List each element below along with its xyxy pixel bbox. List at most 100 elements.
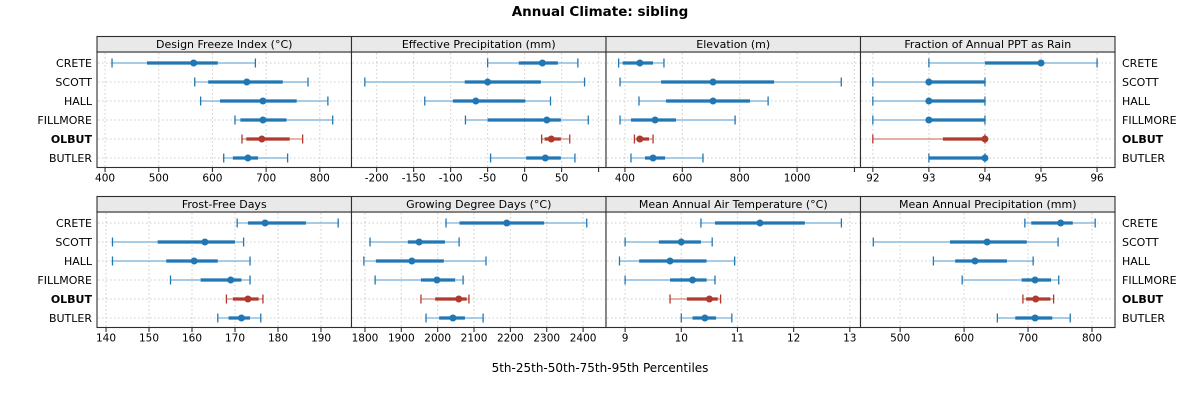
median-dot bbox=[455, 295, 463, 303]
panel-frost-free-days: 140 150 160 170 180 190 Frost-Free Days bbox=[96, 195, 353, 345]
axis-tick-label: 12 bbox=[787, 333, 800, 345]
median-dot bbox=[259, 97, 267, 105]
median-dot bbox=[636, 59, 644, 67]
panel-area bbox=[351, 212, 606, 328]
axis-tick-label: 2000 bbox=[424, 333, 451, 345]
axis-tick-label: 11 bbox=[731, 333, 744, 345]
panel-area bbox=[860, 52, 1115, 168]
category-label-left: FILLMORE bbox=[37, 114, 92, 127]
panel-title: Fraction of Annual PPT as Rain bbox=[904, 38, 1071, 51]
axis-tick-label: 700 bbox=[1018, 333, 1038, 345]
median-dot bbox=[503, 219, 511, 227]
median-dot bbox=[666, 257, 674, 265]
axis-tick-label: 2300 bbox=[533, 333, 560, 345]
axis-tick-label: 190 bbox=[311, 333, 331, 345]
axis-tick-label: 500 bbox=[149, 173, 169, 185]
axis-tick-label: 1900 bbox=[388, 333, 415, 345]
median-dot bbox=[538, 59, 546, 67]
category-label-left: SCOTT bbox=[55, 76, 92, 89]
axis-tick-label: 2400 bbox=[570, 333, 597, 345]
median-dot bbox=[258, 135, 266, 143]
category-label-left: HALL bbox=[64, 95, 93, 108]
median-dot bbox=[244, 154, 252, 162]
median-dot bbox=[981, 135, 989, 143]
median-dot bbox=[636, 135, 644, 143]
median-dot bbox=[925, 97, 933, 105]
category-label-right: BUTLER bbox=[1122, 152, 1165, 165]
axis-tick-label: 9 bbox=[622, 333, 629, 345]
axis-tick-label: 93 bbox=[922, 173, 935, 185]
axis-tick-label: 1800 bbox=[352, 333, 379, 345]
median-dot bbox=[472, 97, 480, 105]
panel-title: Effective Precipitation (mm) bbox=[402, 38, 556, 51]
axis-tick-label: 96 bbox=[1090, 173, 1104, 185]
category-label-right: FILLMORE bbox=[1122, 274, 1177, 287]
category-label-right: FILLMORE bbox=[1122, 114, 1177, 127]
axis-tick-label: 2100 bbox=[461, 333, 488, 345]
axis-tick-label: 160 bbox=[182, 333, 202, 345]
median-dot bbox=[756, 219, 764, 227]
panel-growing-degree-days-c: 1800 1900 2000 2100 2200 2300 2400 Growing Degr… bbox=[350, 195, 607, 345]
panel-title: Design Freeze Index (°C) bbox=[156, 38, 292, 51]
median-dot bbox=[449, 314, 457, 322]
category-label-right: CRETE bbox=[1122, 217, 1158, 230]
axis-caption: 5th-25th-50th-75th-95th Percentiles bbox=[491, 361, 709, 375]
axis-tick-label: -50 bbox=[479, 173, 496, 185]
axis-tick-label: 500 bbox=[890, 333, 910, 345]
axis-tick-label: 140 bbox=[96, 333, 116, 345]
panel-title: Frost-Free Days bbox=[182, 198, 267, 211]
axis-tick-label: 150 bbox=[139, 333, 159, 345]
axis-tick-label: 10 bbox=[675, 333, 688, 345]
median-dot bbox=[689, 276, 697, 284]
median-dot bbox=[190, 257, 198, 265]
panel-area bbox=[97, 52, 352, 168]
category-label-right: HALL bbox=[1122, 255, 1151, 268]
axis-tick-label: 50 bbox=[555, 173, 568, 185]
panel-header bbox=[859, 35, 1116, 53]
axis-tick-label: 400 bbox=[615, 173, 635, 185]
axis-tick-label: 180 bbox=[268, 333, 288, 345]
median-dot bbox=[415, 238, 423, 246]
median-dot bbox=[983, 238, 991, 246]
panel-design-freeze-index-c: 400 500 600 700 800 Design Freeze Index (°C) bbox=[95, 35, 353, 185]
category-label-left: SCOTT bbox=[55, 236, 92, 249]
panel-title: Mean Annual Precipitation (mm) bbox=[899, 198, 1076, 211]
axis-tick-label: 400 bbox=[95, 173, 115, 185]
median-dot bbox=[243, 78, 251, 86]
category-label-left: CRETE bbox=[56, 57, 92, 70]
panel-area bbox=[860, 212, 1115, 328]
axis-tick-label: 94 bbox=[978, 173, 992, 185]
axis-tick-label: -200 bbox=[365, 173, 389, 185]
axis-tick-label: 600 bbox=[202, 173, 222, 185]
median-dot bbox=[1032, 295, 1040, 303]
axis-tick-label: 13 bbox=[843, 333, 856, 345]
median-dot bbox=[259, 116, 267, 124]
axis-tick-label: 800 bbox=[310, 173, 330, 185]
category-label-right: HALL bbox=[1122, 95, 1151, 108]
axis-tick-label: 2200 bbox=[497, 333, 524, 345]
axis-tick-label: 800 bbox=[1082, 333, 1102, 345]
median-dot bbox=[925, 78, 933, 86]
median-dot bbox=[484, 78, 492, 86]
category-label-left: FILLMORE bbox=[37, 274, 92, 287]
category-label-left: OLBUT bbox=[51, 133, 93, 146]
axis-tick-label: -100 bbox=[439, 173, 463, 185]
median-dot bbox=[1037, 59, 1045, 67]
axis-tick-label: 600 bbox=[672, 173, 692, 185]
category-label-right: SCOTT bbox=[1122, 236, 1159, 249]
category-label-right: OLBUT bbox=[1122, 293, 1164, 306]
median-dot bbox=[1031, 276, 1039, 284]
median-dot bbox=[1031, 314, 1039, 322]
axis-tick-label: -150 bbox=[402, 173, 426, 185]
panel-area bbox=[606, 52, 861, 168]
median-dot bbox=[677, 238, 685, 246]
median-dot bbox=[547, 135, 555, 143]
chart-title: Annual Climate: sibling bbox=[511, 4, 689, 20]
category-label-left: BUTLER bbox=[49, 152, 92, 165]
axis-tick-label: 700 bbox=[256, 173, 276, 185]
median-dot bbox=[237, 314, 245, 322]
panel-title: Growing Degree Days (°C) bbox=[406, 198, 551, 211]
axis-tick-label: 0 bbox=[521, 173, 528, 185]
median-dot bbox=[541, 154, 549, 162]
